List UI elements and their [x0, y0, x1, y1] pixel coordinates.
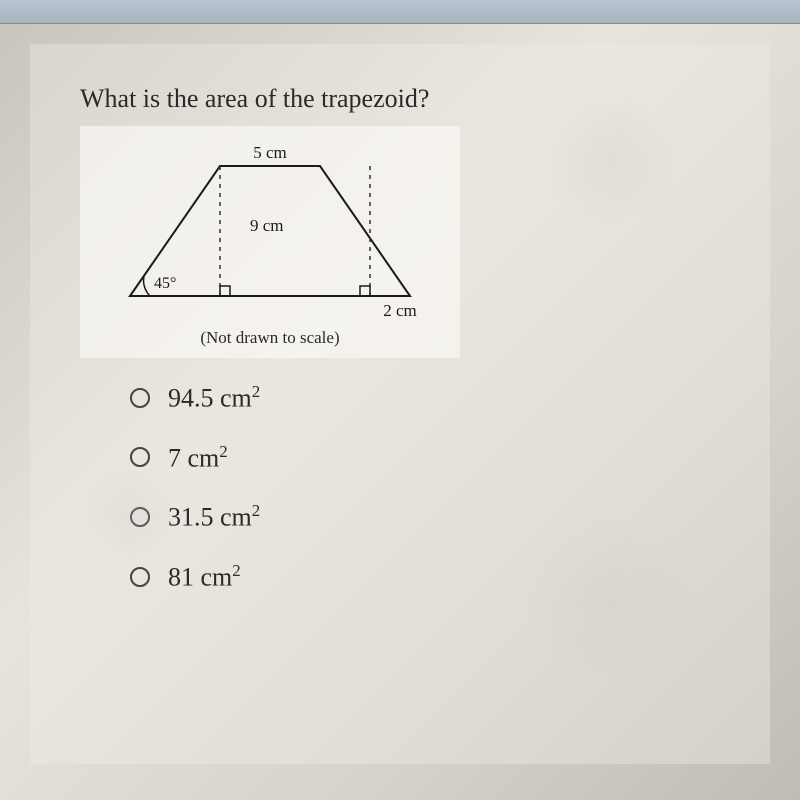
radio-icon: [130, 567, 150, 587]
figure-container: 5 cm 9 cm 45° 2 cm (Not drawn to scale): [80, 126, 460, 358]
angle-label: 45°: [154, 275, 176, 292]
height-label: 9 cm: [250, 216, 284, 235]
option-a-label: 94.5 cm2: [168, 382, 260, 414]
radio-icon: [130, 447, 150, 467]
right-segment-label: 2 cm: [383, 301, 417, 320]
option-c-label: 31.5 cm2: [168, 501, 260, 533]
top-side-label: 5 cm: [253, 143, 287, 162]
trapezoid-diagram: 5 cm 9 cm 45° 2 cm: [100, 136, 440, 326]
browser-top-bar: [0, 0, 800, 24]
answer-options: 94.5 cm2 7 cm2 31.5 cm2 81 cm2: [130, 382, 720, 593]
option-d-label: 81 cm2: [168, 561, 241, 593]
option-a[interactable]: 94.5 cm2: [130, 382, 720, 414]
radio-icon: [130, 507, 150, 527]
right-angle-marker-left: [220, 286, 230, 296]
radio-icon: [130, 388, 150, 408]
worksheet-page: What is the area of the trapezoid? 5 cm …: [30, 44, 770, 764]
figure-caption: (Not drawn to scale): [100, 328, 440, 348]
right-angle-marker-right: [360, 286, 370, 296]
option-b-label: 7 cm2: [168, 442, 228, 474]
option-b[interactable]: 7 cm2: [130, 442, 720, 474]
option-d[interactable]: 81 cm2: [130, 561, 720, 593]
question-text: What is the area of the trapezoid?: [80, 84, 720, 114]
option-c[interactable]: 31.5 cm2: [130, 501, 720, 533]
angle-arc: [144, 276, 150, 296]
